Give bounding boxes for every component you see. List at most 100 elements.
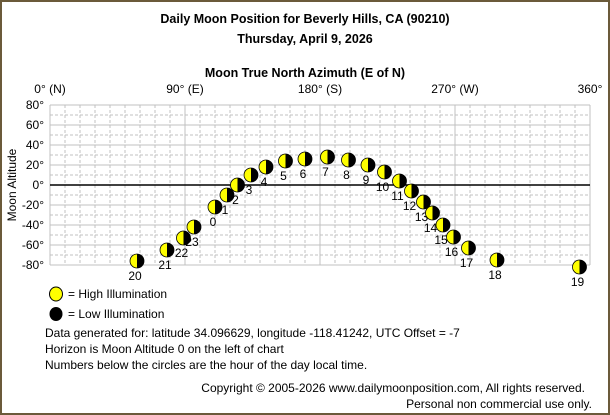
hour-label: 10 [376, 180, 390, 194]
moon-point-5: 5 [278, 153, 293, 183]
moon-outline [320, 149, 335, 165]
x-axis-title: Moon True North Azimuth (E of N) [204, 66, 406, 80]
moon-dark-half [137, 254, 144, 268]
moon-dark-half [183, 231, 191, 245]
hour-label: 8 [343, 168, 350, 182]
moon-dark-half [384, 165, 392, 179]
copyright: Copyright © 2005-2026 www.dailymoonposit… [201, 381, 585, 395]
legend-high-label: = High Illumination [68, 287, 168, 301]
moon-dark-half [579, 260, 587, 274]
moon-dark-half [266, 160, 273, 174]
moon-outline [404, 183, 419, 199]
y-tick-label: 80° [26, 98, 44, 112]
moon-outline [489, 252, 505, 268]
y-tick-label: 60° [26, 118, 44, 132]
legend-low-label: = Low Illumination [68, 307, 165, 321]
chart-title: Daily Moon Position for Beverly Hills, C… [160, 12, 450, 26]
moon-outline [159, 242, 175, 258]
moon-dark-half [497, 253, 504, 267]
y-tick-label: -80° [22, 258, 44, 272]
hour-label: 13 [415, 210, 429, 224]
moon-outline [416, 194, 431, 210]
moon-point-20: 20 [128, 253, 145, 283]
moon-point-22: 22 [175, 230, 191, 260]
moon-point-12: 12 [403, 183, 419, 213]
hour-label: 21 [158, 258, 172, 272]
moon-outline [360, 157, 376, 173]
hour-label: 23 [185, 235, 199, 249]
x-tick-label: 180° (S) [298, 82, 342, 96]
y-tick-label: 0° [33, 178, 45, 192]
moon-dark-half [194, 220, 201, 234]
moon-point-6: 6 [297, 151, 313, 181]
moon-point-23: 23 [185, 219, 202, 249]
moon-point-0: 0 [207, 199, 223, 229]
y-tick-label: 20° [26, 158, 44, 172]
hour-label: 9 [363, 173, 370, 187]
moon-point-18: 18 [488, 252, 505, 282]
hour-label: 5 [280, 169, 287, 183]
moon-point-11: 11 [391, 173, 407, 203]
moon-point-2: 2 [230, 177, 245, 207]
moon-outline [278, 153, 293, 169]
hour-label: 17 [460, 256, 474, 270]
moon-point-7: 7 [320, 149, 335, 179]
moon-point-10: 10 [376, 164, 392, 194]
moon-dark-half [468, 241, 476, 255]
moon-outline [425, 205, 440, 221]
moon-dark-half [443, 218, 450, 232]
y-tick-label: -40° [22, 218, 44, 232]
hour-label: 0 [210, 215, 217, 229]
moon-dark-half [453, 230, 461, 244]
moon-point-3: 3 [243, 167, 259, 197]
moon-outline [435, 217, 451, 233]
moon-dark-half [432, 206, 440, 220]
moon-dark-half [227, 188, 234, 202]
moon-point-17: 17 [460, 240, 476, 270]
moon-dark-half [215, 200, 222, 214]
moon-outline [572, 259, 587, 275]
hour-label: 20 [128, 269, 142, 283]
x-tick-label: 0° (N) [34, 82, 65, 96]
moon-point-16: 16 [445, 229, 461, 259]
moon-dark-half [399, 174, 407, 188]
hour-label: 22 [175, 246, 189, 260]
y-tick-label: -60° [22, 238, 44, 252]
y-axis-title: Moon Altitude [5, 148, 19, 221]
moon-outline [341, 152, 356, 168]
moon-point-14: 14 [424, 205, 440, 235]
moon-point-21: 21 [158, 242, 175, 272]
hour-label: 12 [403, 199, 417, 213]
chart-subtitle: Thursday, April 9, 2026 [237, 32, 373, 46]
moon-outline [219, 187, 235, 203]
moon-dark-half [348, 153, 356, 167]
moon-dark-half [327, 150, 335, 164]
hour-label: 7 [322, 165, 329, 179]
moon-dark-half [423, 195, 431, 209]
hour-label: 4 [261, 175, 268, 189]
note-hours: Numbers below the circles are the hour o… [45, 358, 368, 372]
moon-point-9: 9 [360, 157, 376, 187]
hour-label: 3 [246, 183, 253, 197]
moon-dark-half [305, 152, 312, 166]
hour-label: 6 [300, 167, 307, 181]
moon-outline [258, 159, 274, 175]
hour-label: 1 [222, 203, 229, 217]
moon-point-1: 1 [219, 187, 235, 217]
moon-outline [176, 230, 191, 246]
moon-dark-half [411, 184, 419, 198]
moon-outline [207, 199, 223, 215]
moon-outline [392, 173, 407, 189]
moon-outline [230, 177, 245, 193]
moon-outline [243, 167, 259, 183]
moon-outline [129, 253, 145, 269]
moon-dark-half [167, 243, 174, 257]
y-tick-label: 40° [26, 138, 44, 152]
moon-outline [461, 240, 476, 256]
moon-point-4: 4 [258, 159, 274, 189]
x-tick-label: 90° (E) [166, 82, 203, 96]
moon-dark-half [251, 168, 258, 182]
moon-outline [297, 151, 313, 167]
moon-outline [446, 229, 461, 245]
moon-point-13: 13 [415, 194, 431, 224]
